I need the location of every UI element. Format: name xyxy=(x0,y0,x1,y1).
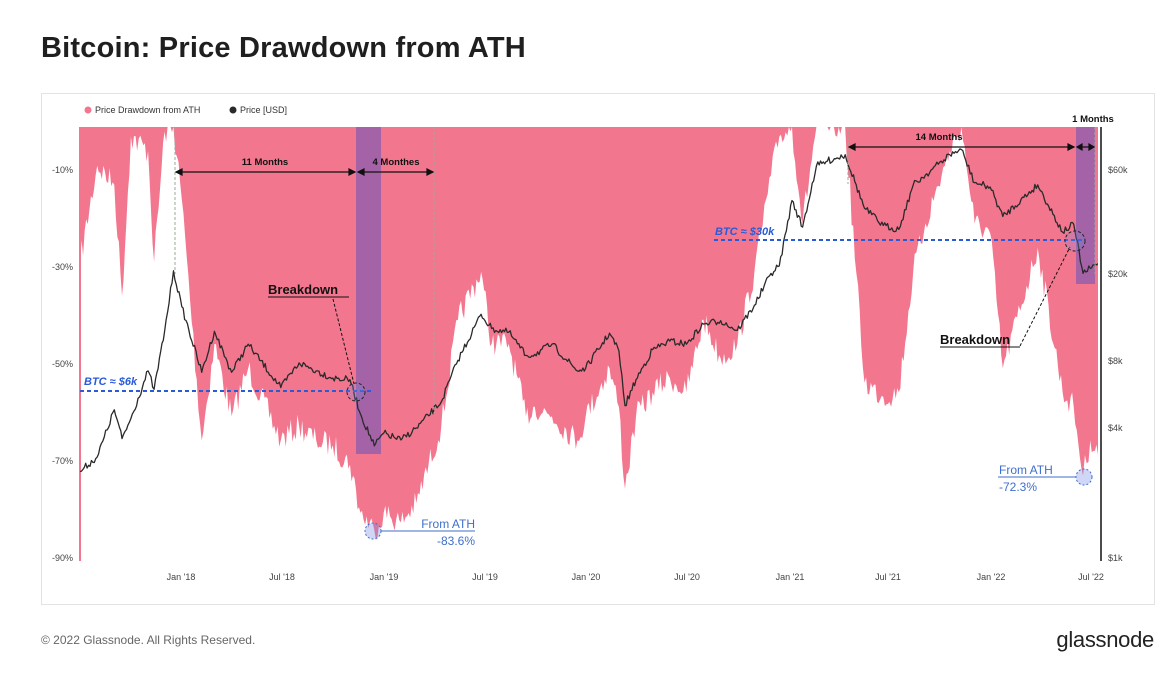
right-tick-label: $8k xyxy=(1108,356,1123,366)
legend: Price Drawdown from ATH Price [USD] xyxy=(84,105,287,115)
x-tick-label: Jul '20 xyxy=(674,572,700,582)
x-tick-label: Jan '21 xyxy=(776,572,805,582)
x-tick-label: Jul '18 xyxy=(269,572,295,582)
ath-low-marker xyxy=(364,522,382,540)
right-tick-label: $4k xyxy=(1108,423,1123,433)
copyright-text: © 2022 Glassnode. All Rights Reserved. xyxy=(41,633,256,647)
period-markers xyxy=(174,127,1096,414)
chart-card: Price Drawdown from ATH Price [USD] -10%… xyxy=(41,93,1155,605)
legend-dot-drawdown xyxy=(84,106,92,114)
x-tick-label: Jul '19 xyxy=(472,572,498,582)
x-axis-ticks: Jan '18 Jul '18 Jan '19 Jul '19 Jan '20 … xyxy=(167,572,1104,582)
x-tick-label: Jan '19 xyxy=(370,572,399,582)
x-tick-label: Jan '18 xyxy=(167,572,196,582)
period-arrows xyxy=(174,142,1096,176)
arrow-head xyxy=(1088,142,1096,152)
left-tick-label: -50% xyxy=(52,359,73,369)
drawdown-area xyxy=(80,127,1098,540)
arrow-head xyxy=(348,168,357,176)
highlight-band xyxy=(356,127,381,454)
arrow-head xyxy=(174,168,183,176)
right-tick-label: $20k xyxy=(1108,269,1128,279)
arrow-head xyxy=(356,168,365,176)
ath-low-marker xyxy=(1075,468,1093,486)
x-tick-label: Jul '21 xyxy=(875,572,901,582)
btc-6k-label: BTC ≈ $6k xyxy=(84,376,138,388)
x-tick-label: Jan '22 xyxy=(977,572,1006,582)
legend-label-price: Price [USD] xyxy=(240,105,287,115)
right-tick-label: $60k xyxy=(1108,165,1128,175)
from-ath-value: -72.3% xyxy=(999,480,1037,494)
left-tick-label: -10% xyxy=(52,165,73,175)
breakdown-label: Breakdown xyxy=(268,282,338,297)
plot-area xyxy=(80,127,1098,540)
arrow-head xyxy=(1075,142,1083,152)
breakdown-pointer xyxy=(332,298,355,385)
arrow-head xyxy=(847,143,856,151)
legend-dot-price xyxy=(229,106,237,114)
left-axis-ticks: -10% -30% -50% -70% -90% xyxy=(52,165,73,563)
period-label: 11 Months xyxy=(242,157,288,168)
breakdown-marker xyxy=(346,382,366,402)
x-tick-label: Jan '20 xyxy=(572,572,601,582)
period-label: 1 Months xyxy=(1072,114,1114,125)
arrow-head xyxy=(426,168,435,176)
left-tick-label: -30% xyxy=(52,262,73,272)
breakdown-label: Breakdown xyxy=(940,332,1010,347)
right-axis-ticks: $1k $4k $8k $20k $60k xyxy=(1108,165,1128,563)
period-labels: 11 Months 4 Monthes 14 Months 1 Months xyxy=(242,114,1114,168)
from-ath-value: -83.6% xyxy=(437,534,475,548)
left-tick-label: -70% xyxy=(52,456,73,466)
glassnode-logo: glassnode xyxy=(1056,627,1154,652)
left-tick-label: -90% xyxy=(52,553,73,563)
from-ath-label: From ATH xyxy=(999,463,1053,477)
from-ath-label: From ATH xyxy=(421,517,475,531)
page-title: Bitcoin: Price Drawdown from ATH xyxy=(41,32,526,64)
btc-30k-label: BTC ≈ $30k xyxy=(715,226,775,238)
legend-label-drawdown: Price Drawdown from ATH xyxy=(95,105,200,115)
right-tick-label: $1k xyxy=(1108,553,1123,563)
period-label: 4 Monthes xyxy=(373,157,420,168)
price-line xyxy=(80,148,1098,473)
chart-svg: Price Drawdown from ATH Price [USD] -10%… xyxy=(52,105,1128,582)
breakdown-marker xyxy=(1064,230,1086,252)
period-label: 14 Months xyxy=(916,132,963,143)
arrow-head xyxy=(1067,143,1076,151)
highlight-band xyxy=(1076,127,1095,284)
x-tick-label: Jul '22 xyxy=(1078,572,1104,582)
breakdown-pointer xyxy=(1019,246,1071,347)
